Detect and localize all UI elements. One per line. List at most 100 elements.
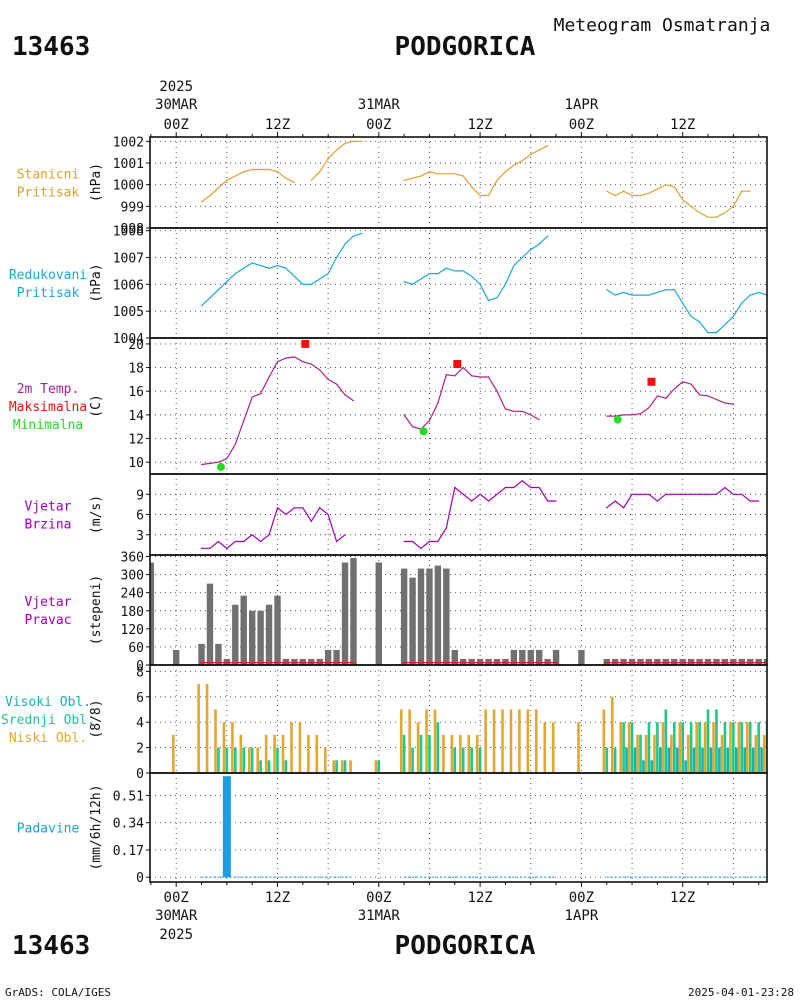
data-point — [319, 278, 321, 280]
mid-cloud-bar — [723, 722, 727, 773]
direction-bar — [248, 610, 256, 665]
data-point — [462, 270, 464, 272]
data-point — [344, 243, 346, 245]
data-point — [487, 500, 490, 502]
data-point — [521, 410, 523, 412]
high-cloud-bar — [633, 747, 637, 773]
data-point — [209, 547, 211, 549]
data-point — [690, 383, 692, 385]
data-point — [310, 283, 312, 285]
direction-bar — [434, 565, 442, 665]
bottom-day-label: 1APR — [565, 908, 599, 924]
tmax-marker — [301, 339, 310, 348]
low-cloud-bar — [526, 709, 530, 773]
low-cloud-bar — [729, 722, 732, 773]
data-point — [479, 283, 481, 285]
low-cloud-bar — [577, 722, 580, 773]
data-point — [648, 294, 650, 296]
panel-label: Vjetar — [25, 595, 72, 610]
y-tick-label: 180 — [121, 605, 144, 620]
data-point — [243, 171, 245, 173]
panel-plot-station_pressure — [150, 137, 767, 228]
data-point — [260, 392, 262, 395]
panel-label: Redukovani — [9, 268, 87, 283]
data-point — [724, 323, 726, 326]
direction-bar — [578, 649, 585, 665]
y-tick-label: 0.17 — [113, 844, 144, 859]
data-point — [479, 194, 481, 197]
low-cloud-bar — [172, 734, 175, 773]
data-point — [335, 256, 338, 259]
mid-cloud-bar — [656, 722, 659, 773]
data-point — [268, 168, 270, 171]
mid-cloud-bar — [250, 747, 254, 773]
data-point — [547, 235, 549, 237]
data-point — [285, 267, 287, 269]
high-cloud-bar — [751, 747, 755, 773]
high-cloud-bar — [667, 747, 671, 773]
panel-plot-wind_direction — [150, 555, 767, 665]
low-cloud-bar — [442, 734, 445, 773]
data-point — [445, 267, 447, 269]
direction-bar — [173, 649, 180, 665]
panel-frame-temperature — [149, 337, 768, 475]
direction-bar — [308, 658, 315, 665]
panel-label: 2m Temp. — [17, 382, 80, 397]
data-point — [445, 173, 447, 175]
direction-bar — [645, 658, 653, 665]
data-point — [513, 164, 515, 166]
mid-cloud-bar — [706, 709, 710, 773]
data-point — [715, 216, 718, 218]
direction-bar — [687, 658, 695, 665]
low-cloud-bar — [315, 734, 319, 773]
data-point — [335, 383, 338, 385]
direction-bar — [198, 643, 205, 665]
series-line-station_pressure — [403, 145, 548, 197]
data-point — [538, 419, 540, 421]
data-point — [724, 402, 726, 404]
data-point — [445, 374, 447, 376]
direction-bar — [552, 649, 560, 665]
y-tick-label: 10 — [128, 456, 144, 471]
data-point — [428, 420, 431, 422]
direction-bar — [696, 658, 703, 665]
data-point — [513, 264, 515, 267]
low-cloud-bar — [399, 709, 403, 773]
data-point — [639, 413, 642, 415]
panel-label: Maksimalna — [9, 400, 87, 415]
data-point — [471, 375, 473, 377]
low-cloud-bar — [205, 684, 209, 773]
mid-cloud-bar — [233, 747, 237, 773]
mid-cloud-bar — [664, 709, 668, 773]
data-point — [234, 273, 236, 275]
high-cloud-bar — [650, 760, 654, 773]
direction-bar — [763, 658, 767, 665]
tmin-marker — [613, 415, 622, 424]
low-cloud-bar — [273, 734, 276, 773]
y-tick-label: 0 — [136, 767, 144, 782]
data-point — [665, 289, 667, 291]
y-tick-label: 1006 — [113, 278, 144, 293]
data-point — [403, 179, 405, 181]
panel-label: Brzina — [25, 518, 72, 533]
data-point — [555, 500, 557, 502]
data-point — [504, 171, 507, 173]
mid-cloud-bar — [672, 722, 676, 773]
data-point — [335, 540, 338, 543]
top-year-label: 2025 — [159, 79, 193, 95]
series-line-station_pressure — [201, 168, 295, 203]
low-cloud-bar — [467, 734, 471, 773]
mid-cloud-bar — [225, 747, 229, 773]
mid-cloud-bar — [689, 722, 693, 773]
data-point — [302, 507, 304, 509]
direction-bar — [527, 649, 534, 665]
data-point — [200, 547, 203, 549]
low-cloud-bar — [323, 747, 327, 773]
direction-bar — [519, 649, 526, 665]
low-cloud-bar — [349, 760, 352, 773]
data-point — [606, 507, 608, 509]
low-cloud-bar — [374, 760, 378, 773]
direction-bar — [535, 649, 543, 665]
low-cloud-bar — [602, 709, 606, 773]
panel-plot-reduced_pressure — [150, 228, 767, 338]
